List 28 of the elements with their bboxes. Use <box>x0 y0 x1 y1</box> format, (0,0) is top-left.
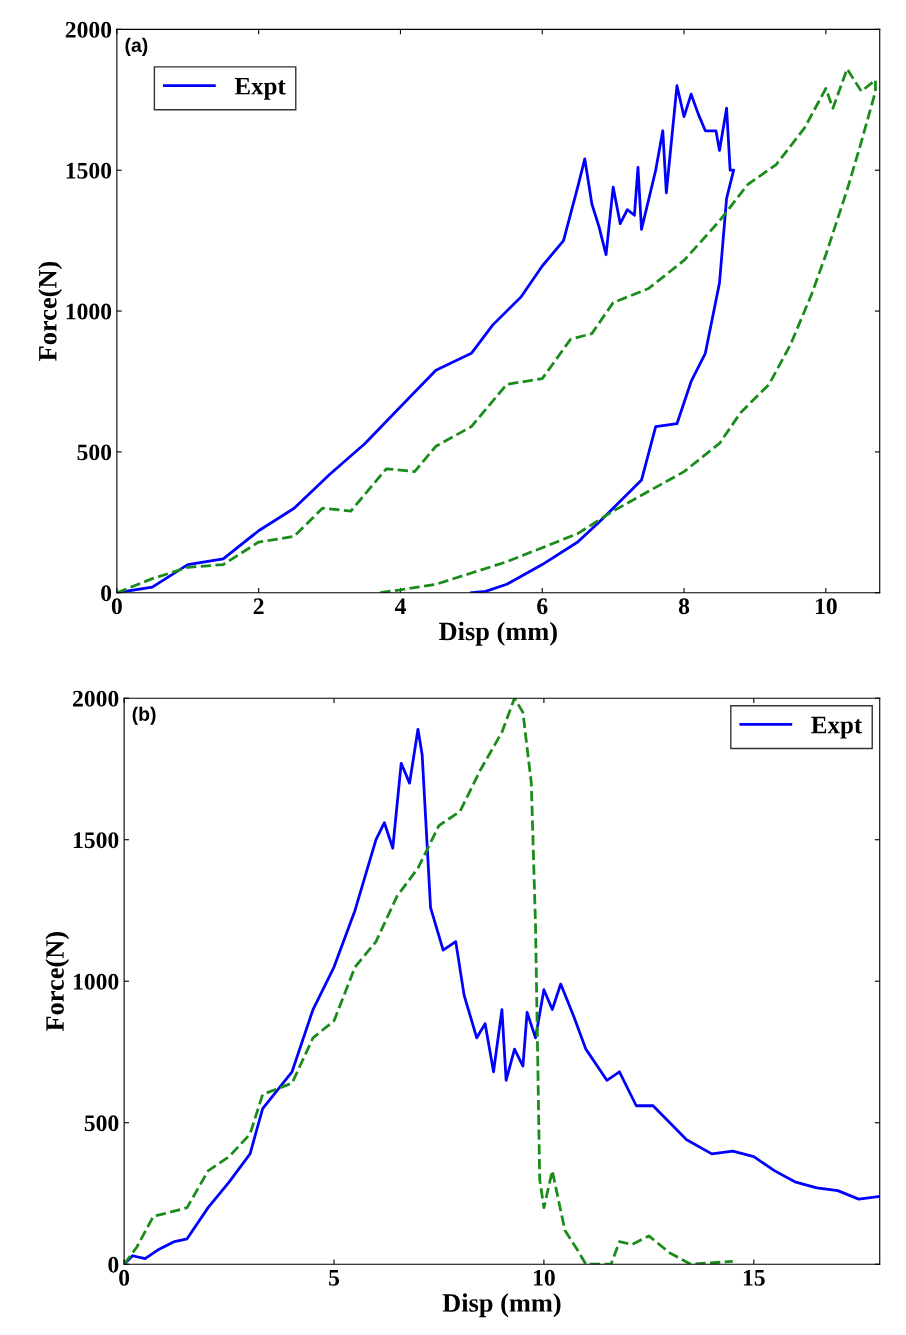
x-tick-label: 4 <box>394 598 406 614</box>
x-tick-label: 2 <box>253 598 264 614</box>
legend-label: Expt <box>234 78 286 100</box>
y-tick-label: 1000 <box>66 303 112 320</box>
y-tick-label: 2000 <box>73 690 119 707</box>
y-tick-label: 0 <box>101 585 112 602</box>
annotation: (a) <box>125 37 148 56</box>
y-tick-label: 1500 <box>66 162 112 179</box>
x-tick-label: 10 <box>533 1269 555 1286</box>
y-tick-label: 1500 <box>73 832 119 849</box>
y-axis-title: Force(N) <box>45 932 70 1032</box>
x-tick-label: 8 <box>678 598 690 615</box>
x-tick-label: 10 <box>815 598 837 615</box>
line-series <box>116 67 877 593</box>
x-tick-label: 15 <box>743 1269 765 1286</box>
x-tick-label: 6 <box>537 598 548 615</box>
y-axis-title: Force(N) <box>38 261 63 361</box>
y-tick-label: 2000 <box>65 21 112 38</box>
y-tick-label: 0 <box>108 1256 119 1273</box>
x-tick-label: 0 <box>119 1269 130 1286</box>
y-tick-label: 1000 <box>73 973 119 990</box>
annotation: (b) <box>132 706 156 725</box>
legend-label: Expt <box>811 716 863 739</box>
x-axis-title: Disp (mm) <box>442 1293 561 1318</box>
x-tick-label: 5 <box>329 1270 340 1286</box>
y-tick-label: 500 <box>77 444 112 461</box>
y-tick-label: 500 <box>84 1115 119 1132</box>
x-axis-title: Disp (mm) <box>439 621 557 646</box>
